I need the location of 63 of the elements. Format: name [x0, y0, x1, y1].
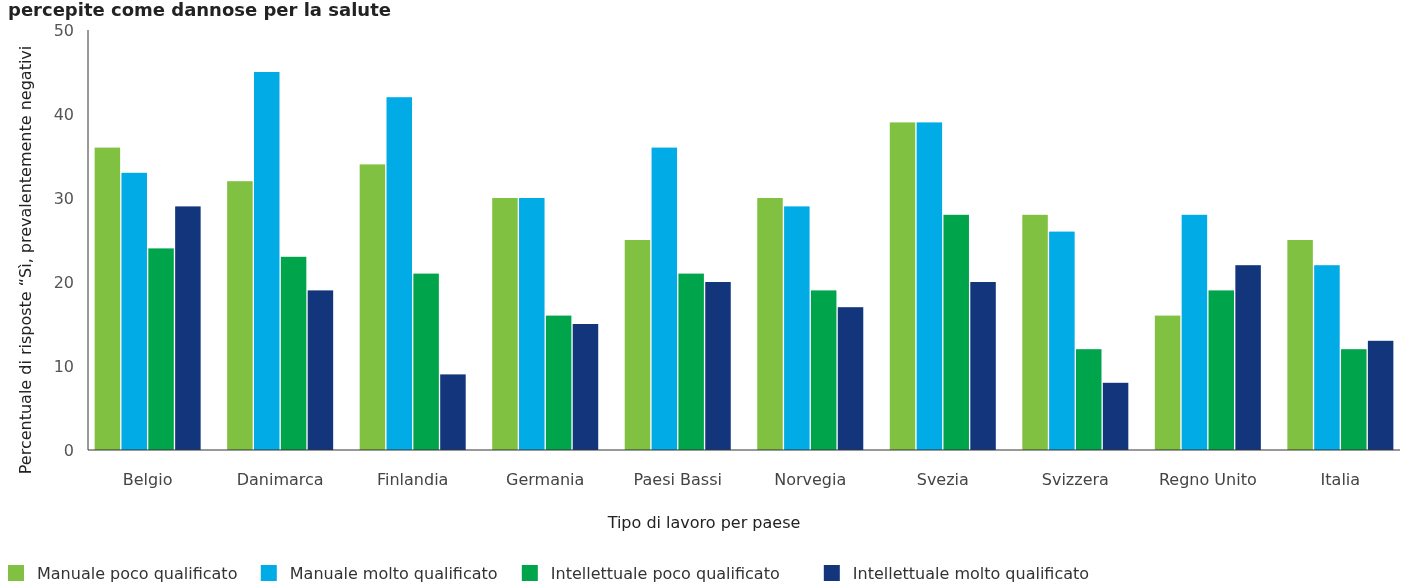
bar — [307, 290, 334, 450]
y-tick-label: 50 — [53, 20, 74, 40]
x-tick-label: Paesi Bassi — [633, 470, 722, 489]
bar — [1049, 231, 1075, 450]
bar — [413, 273, 439, 450]
bar — [916, 122, 943, 450]
legend-label: Manuale molto qualificato — [289, 563, 498, 583]
bar — [175, 206, 201, 450]
bar — [1235, 265, 1261, 450]
bar — [545, 315, 572, 450]
x-tick-label: Belgio — [122, 470, 173, 489]
bar — [280, 256, 307, 450]
bar — [970, 282, 996, 450]
x-tick-label: Regno Unito — [1158, 470, 1257, 489]
legend-label: Intellettuale poco qualificato — [550, 563, 780, 583]
legend-label: Intellettuale molto qualificato — [852, 563, 1090, 583]
bar — [943, 214, 969, 450]
y-axis-title: Percentuale di risposte “Sì, prevalentemente negativi — [16, 45, 35, 475]
bar — [440, 374, 466, 450]
bar — [148, 248, 174, 450]
bar — [651, 147, 678, 450]
bar — [227, 181, 253, 450]
legend-label: Manuale poco qualificato — [37, 563, 238, 583]
bar — [1314, 265, 1340, 450]
bar — [359, 164, 386, 450]
chart-title: percepite come dannose per la salute — [8, 0, 391, 20]
y-tick-label: 0 — [63, 440, 74, 460]
x-tick-label: Germania — [506, 470, 585, 489]
bar — [1102, 382, 1129, 450]
y-tick-label: 30 — [53, 188, 74, 208]
y-tick-label: 20 — [53, 272, 74, 292]
bar — [572, 324, 599, 450]
bar — [1022, 214, 1048, 450]
bar — [1287, 240, 1313, 450]
bar — [386, 97, 413, 450]
bar — [121, 172, 147, 450]
bar — [705, 282, 731, 450]
bar — [1367, 340, 1394, 450]
x-tick-label: Finlandia — [376, 470, 449, 489]
x-tick-label: Danimarca — [236, 470, 324, 489]
bar — [253, 72, 280, 450]
bar — [678, 273, 704, 450]
bar — [757, 198, 783, 450]
bar — [810, 290, 837, 450]
bar — [94, 147, 121, 450]
bar — [1181, 214, 1208, 450]
y-tick-label: 10 — [53, 356, 74, 376]
bar — [1208, 290, 1235, 450]
bar — [889, 122, 916, 450]
bar — [837, 307, 864, 450]
bar — [519, 198, 545, 450]
bar — [1075, 349, 1102, 450]
x-tick-label: Svezia — [916, 470, 969, 489]
x-tick-label: Italia — [1320, 470, 1361, 489]
bar — [492, 198, 518, 450]
bar — [1341, 349, 1367, 450]
x-axis-title: Tipo di lavoro per paese — [606, 513, 801, 532]
x-tick-label: Svizzera — [1041, 470, 1109, 489]
bar — [784, 206, 810, 450]
bar — [624, 240, 651, 450]
bar — [1154, 315, 1181, 450]
y-tick-label: 40 — [53, 104, 74, 124]
x-tick-label: Norvegia — [774, 470, 847, 489]
